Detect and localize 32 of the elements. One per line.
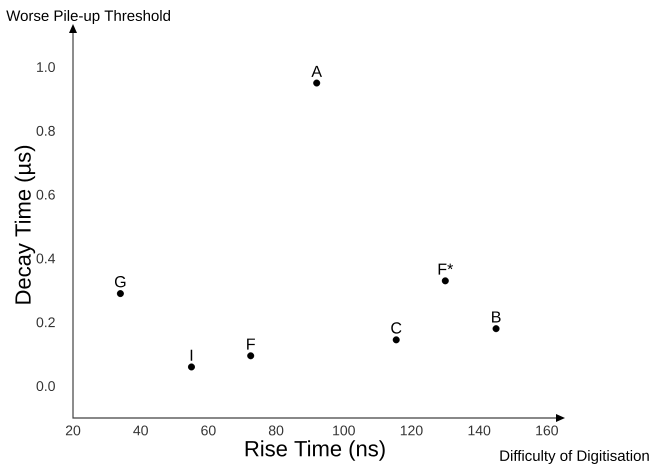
point — [247, 352, 254, 360]
annotation: I — [190, 350, 192, 361]
annotation: C — [391, 322, 402, 334]
x-tick-label: 20 — [66, 426, 80, 436]
y-tick-label: 0.4 — [36, 254, 56, 264]
y-axis-title: Decay Time (µs) — [14, 146, 36, 304]
text: Difficulty of Digitisation — [500, 450, 649, 464]
text: Worse Pile-up Threshold — [6, 10, 170, 24]
point — [392, 336, 400, 344]
x-tick-label: 60 — [201, 426, 216, 436]
y-tick-label: 0.8 — [36, 126, 55, 136]
x-tick-label: 160 — [536, 426, 558, 436]
point — [116, 290, 124, 298]
y-tick-label: 0.6 — [36, 190, 55, 200]
y-tick-label: 0.2 — [36, 317, 55, 328]
y-tick-label: 1.0 — [37, 62, 55, 72]
y-tick-label: 0.0 — [36, 381, 55, 392]
point — [313, 80, 320, 87]
annotation: F* — [438, 264, 454, 275]
point — [188, 363, 195, 370]
x-tick-label: 120 — [400, 426, 423, 436]
x-tick-label: 40 — [133, 426, 148, 436]
point — [442, 277, 449, 284]
point — [492, 325, 500, 332]
x-tick-label: 80 — [268, 426, 284, 436]
annotation: G — [114, 276, 126, 288]
x-tick-label: 140 — [468, 426, 490, 436]
x-tick-label: 100 — [333, 426, 355, 436]
annotation: F — [247, 338, 255, 350]
annotation: B — [492, 311, 501, 322]
x-axis-title: Rise Time (ns) — [246, 440, 385, 461]
annotation: A — [311, 66, 322, 77]
